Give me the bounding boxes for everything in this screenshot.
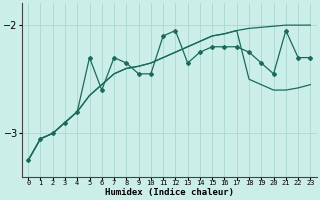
X-axis label: Humidex (Indice chaleur): Humidex (Indice chaleur) [105,188,234,197]
